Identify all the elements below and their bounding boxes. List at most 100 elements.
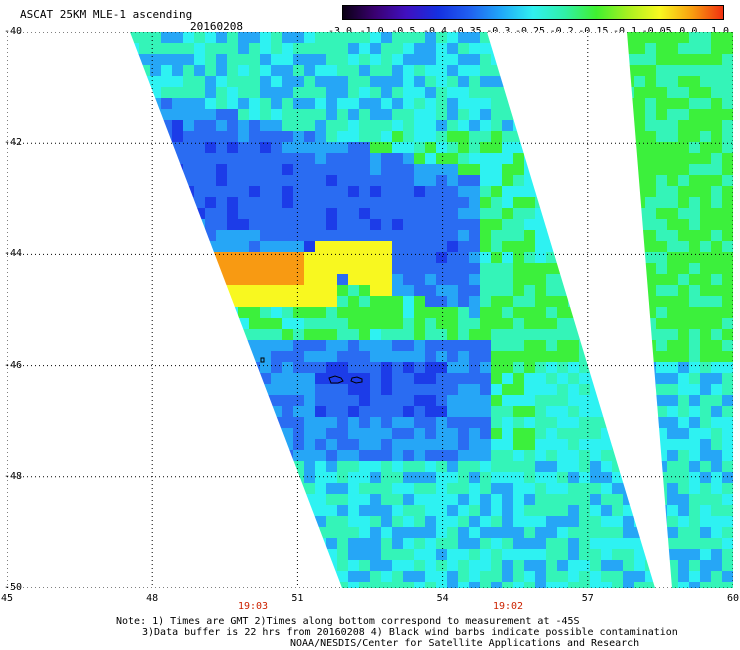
swath-cell <box>469 186 480 197</box>
swath-cell <box>480 472 491 483</box>
swath-cell <box>337 516 348 527</box>
swath-cell <box>535 373 546 384</box>
swath-cell <box>436 98 447 109</box>
swath-cell <box>403 439 414 450</box>
swath-cell <box>480 505 491 516</box>
swath-cell <box>678 252 689 263</box>
swath-cell <box>700 373 711 384</box>
swath-cell <box>700 230 711 241</box>
swath-cell <box>216 98 227 109</box>
swath-cell <box>711 241 722 252</box>
swath-cell <box>326 175 337 186</box>
swath-cell <box>568 362 579 373</box>
swath-cell <box>370 395 381 406</box>
swath-cell <box>249 208 260 219</box>
swath-cell <box>502 406 513 417</box>
swath-cell <box>304 340 315 351</box>
swath-cell <box>700 120 711 131</box>
swath-cell <box>348 109 359 120</box>
swath-cell <box>414 54 425 65</box>
swath-cell <box>359 274 370 285</box>
swath-cell <box>700 87 711 98</box>
swath-cell <box>711 417 722 428</box>
swath-cell <box>315 516 326 527</box>
swath-cell <box>513 131 524 142</box>
swath-cell <box>227 197 238 208</box>
swath-cell <box>326 32 337 43</box>
swath-cell <box>172 98 183 109</box>
swath-cell <box>359 164 370 175</box>
swath-cell <box>469 362 480 373</box>
swath-cell <box>293 230 304 241</box>
swath-cell <box>130 32 139 43</box>
swath-cell <box>260 109 271 120</box>
swath-cell <box>403 494 414 505</box>
swath-cell <box>216 142 227 153</box>
swath-cell <box>348 483 359 494</box>
swath-cell <box>711 252 722 263</box>
swath-cell <box>392 65 403 76</box>
swath-cell <box>491 263 502 274</box>
swath-cell <box>491 197 502 208</box>
swath-cell <box>447 197 458 208</box>
swath-cell <box>656 76 667 87</box>
swath-cell <box>491 296 502 307</box>
swath-cell <box>469 318 480 329</box>
swath-cell <box>315 186 326 197</box>
footnote-line-2: 3)Data buffer is 22 hrs from 20160208 4)… <box>142 627 678 638</box>
swath-cell <box>392 43 403 54</box>
swath-cell <box>480 252 491 263</box>
swath-cell <box>722 582 733 588</box>
swath-cell <box>469 219 480 230</box>
swath-cell <box>381 384 392 395</box>
swath-cell <box>524 263 535 274</box>
color-scale-tick-label: -0.25 <box>514 26 546 37</box>
swath-cell <box>557 384 568 395</box>
swath-cell <box>403 153 414 164</box>
swath-cell <box>392 340 403 351</box>
swath-cell <box>392 538 403 549</box>
swath-cell <box>436 131 447 142</box>
swath-cell <box>480 109 491 120</box>
swath-cell <box>689 538 700 549</box>
swath-cell <box>436 263 447 274</box>
swath-cell <box>667 329 678 340</box>
swath-cell <box>458 76 469 87</box>
swath-cell <box>447 164 458 175</box>
swath-cell <box>216 87 227 98</box>
swath-cell <box>359 428 370 439</box>
swath-cell <box>425 516 436 527</box>
swath-cell <box>447 76 458 87</box>
swath-cell <box>513 318 524 329</box>
swath-cell <box>304 54 315 65</box>
swath-cell <box>447 362 458 373</box>
swath-cell <box>260 120 271 131</box>
swath-cell <box>161 43 172 54</box>
swath-cell <box>304 461 315 472</box>
swath-cell <box>667 505 678 516</box>
swath-cell <box>370 87 381 98</box>
swath-cell <box>722 472 733 483</box>
swath-cell <box>689 120 700 131</box>
swath-cell <box>546 263 557 274</box>
swath-cell <box>392 142 403 153</box>
swath-cell <box>249 241 260 252</box>
swath-cell <box>348 98 359 109</box>
swath-cell <box>667 340 678 351</box>
swath-cell <box>414 483 425 494</box>
swath-cell <box>337 329 348 340</box>
swath-cell <box>436 538 447 549</box>
swath-cell <box>568 340 579 351</box>
swath-cell <box>293 439 304 450</box>
swath-cell <box>370 384 381 395</box>
swath-cell <box>403 417 414 428</box>
swath-cell <box>700 98 711 109</box>
swath-cell <box>403 230 414 241</box>
swath-cell <box>722 571 733 582</box>
swath-cell <box>436 362 447 373</box>
swath-cell <box>645 98 656 109</box>
swath-cell <box>711 230 722 241</box>
swath-cell <box>546 329 557 340</box>
swath-cell <box>304 164 315 175</box>
swath-cell <box>381 285 392 296</box>
